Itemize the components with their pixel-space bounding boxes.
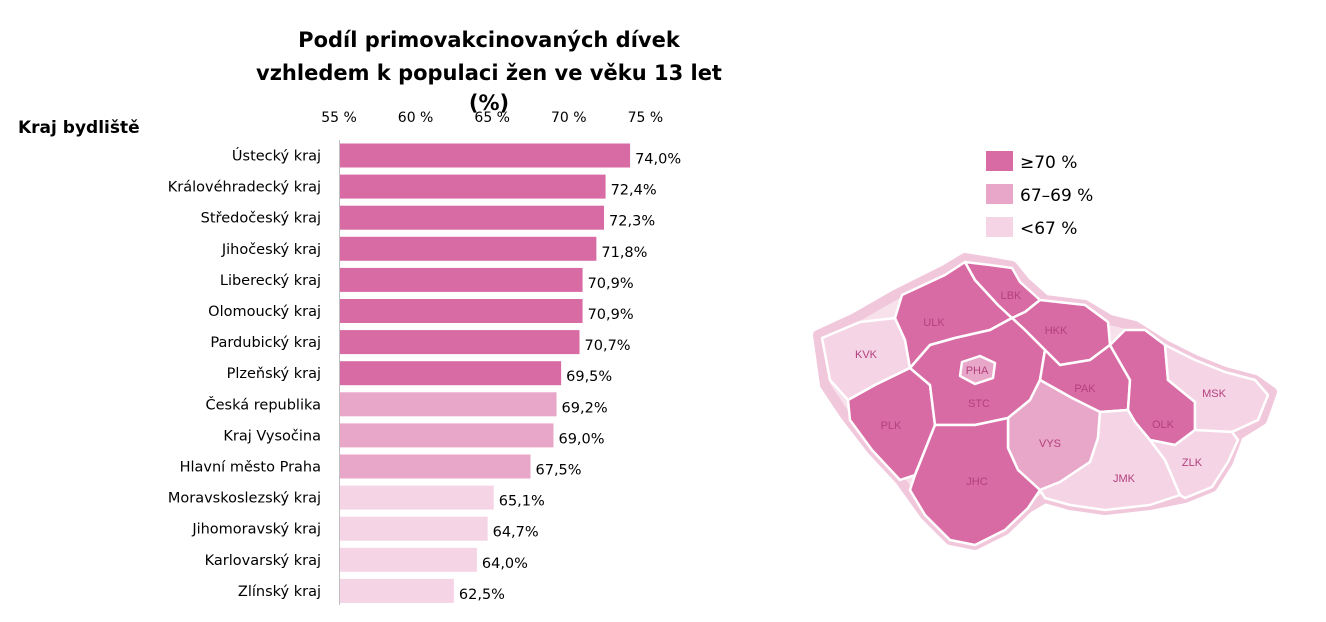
data-label: 65,1% — [499, 494, 545, 510]
x-tick-label: 70 % — [551, 110, 587, 126]
data-label: 71,8% — [601, 245, 647, 261]
legend-swatch-high — [986, 151, 1013, 171]
bar — [340, 174, 606, 199]
region-label-plk: PLK — [881, 420, 902, 432]
bar — [340, 423, 554, 448]
legend-swatch-mid — [986, 184, 1013, 204]
bar-series — [340, 143, 631, 603]
czech-regions-map: KVK ULK LBK HKK PHA STC PAK PLK VYS OLK MSK JHC JMK Z… — [813, 253, 1277, 550]
category-label: Česká republika — [206, 395, 321, 413]
region-label-pha: PHA — [966, 365, 989, 377]
data-label: 69,2% — [562, 400, 608, 416]
category-labels: Ústecký kraj Královéhradecký kraj Středoče… — [168, 147, 321, 600]
legend-swatch-low — [986, 217, 1013, 237]
category-label: Hlavní město Praha — [180, 460, 321, 476]
data-label: 74,0% — [635, 152, 681, 168]
category-label: Středočeský kraj — [201, 211, 321, 227]
category-label: Ústecký kraj — [232, 147, 321, 165]
bar — [340, 267, 583, 292]
region-label-ulk: ULK — [923, 317, 945, 329]
data-label: 72,3% — [609, 214, 655, 230]
region-label-msk: MSK — [1202, 388, 1227, 400]
category-label: Jihomoravský kraj — [191, 522, 321, 538]
y-axis-label: Kraj bydliště — [18, 118, 140, 138]
region-label-jhc: JHC — [966, 476, 987, 488]
region-label-olk: OLK — [1152, 419, 1175, 431]
data-label: 69,0% — [558, 431, 604, 447]
x-tick-label: 75 % — [628, 110, 664, 126]
bar — [340, 516, 488, 541]
region-jmk — [1038, 408, 1182, 512]
region-label-kvk: KVK — [855, 349, 878, 361]
x-tick-label: 55 % — [321, 110, 357, 126]
chart-title-line-1: Podíl primovakcinovaných dívek — [298, 28, 681, 52]
data-label: 70,9% — [588, 307, 634, 323]
chart-title-line-2: vzhledem k populaci žen ve věku 13 let — [256, 61, 722, 85]
legend: ≥70 % 67–69 % <67 % — [986, 151, 1093, 239]
bar — [340, 205, 605, 230]
x-tick-label: 65 % — [474, 110, 510, 126]
chart-title-line-3: (%) — [469, 91, 509, 115]
data-label: 64,7% — [493, 525, 539, 541]
bar — [340, 454, 531, 479]
category-label: Plzeňský kraj — [227, 366, 321, 382]
category-label: Karlovarský kraj — [205, 553, 321, 569]
bar — [340, 361, 562, 386]
category-label: Olomoucký kraj — [208, 304, 321, 320]
bar — [340, 330, 580, 355]
data-label: 70,9% — [588, 276, 634, 292]
region-pha — [958, 354, 997, 386]
bar — [340, 143, 631, 168]
region-zlk — [1148, 428, 1240, 500]
category-label: Kraj Vysočina — [223, 428, 321, 444]
region-label-zlk: ZLK — [1182, 457, 1203, 469]
data-label: 69,5% — [566, 369, 612, 385]
region-label-hkk: HKK — [1045, 325, 1068, 337]
region-label-pak: PAK — [1074, 383, 1096, 395]
legend-label-mid: 67–69 % — [1020, 186, 1093, 206]
bar — [340, 547, 477, 572]
bar — [340, 392, 557, 417]
data-label: 62,5% — [459, 587, 505, 603]
data-label: 70,7% — [585, 338, 631, 354]
bar — [340, 485, 494, 510]
category-label: Moravskoslezský kraj — [168, 491, 321, 507]
category-label: Královéhradecký kraj — [168, 180, 321, 196]
region-label-vys: VYS — [1039, 438, 1061, 450]
region-jhc — [908, 416, 1042, 547]
chart-title: Podíl primovakcinovaných dívek vzhledem … — [256, 28, 722, 115]
category-label: Liberecký kraj — [220, 273, 321, 289]
x-tick-label: 60 % — [398, 110, 434, 126]
category-label: Jihočeský kraj — [221, 242, 321, 258]
bar — [340, 299, 583, 323]
data-label: 72,4% — [611, 183, 657, 199]
data-label: 67,5% — [536, 463, 582, 479]
region-label-jmk: JMK — [1113, 473, 1136, 485]
region-label-lbk: LBK — [1001, 290, 1022, 302]
bar — [340, 578, 454, 603]
category-label: Zlínský kraj — [238, 584, 321, 600]
data-label: 64,0% — [482, 556, 528, 572]
region-label-stc: STC — [968, 398, 990, 410]
bar — [340, 236, 597, 261]
data-labels: 74,0% 72,4% 72,3% 71,8% 70,9% 70,9% 70,7% 69,5%… — [459, 152, 681, 603]
category-label: Pardubický kraj — [210, 335, 321, 351]
legend-label-high: ≥70 % — [1020, 153, 1077, 173]
legend-label-low: <67 % — [1020, 219, 1077, 239]
x-axis-ticks: 55 % 60 % 65 % 70 % 75 % — [321, 110, 663, 126]
region-msk — [1163, 343, 1270, 434]
